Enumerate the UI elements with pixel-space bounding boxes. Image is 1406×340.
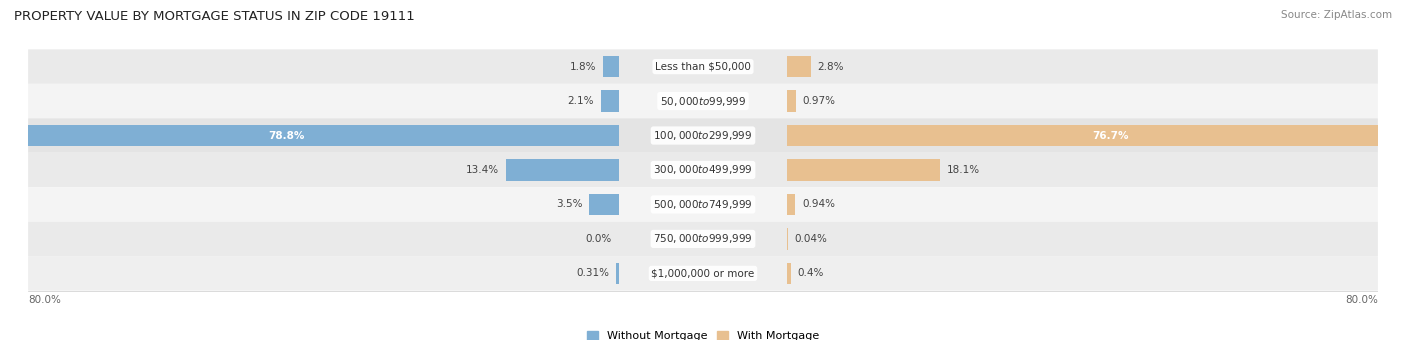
Bar: [787, 56, 811, 77]
Text: 0.97%: 0.97%: [803, 96, 835, 106]
Text: $1,000,000 or more: $1,000,000 or more: [651, 268, 755, 278]
Text: 13.4%: 13.4%: [465, 165, 499, 175]
Text: $100,000 to $299,999: $100,000 to $299,999: [654, 129, 752, 142]
Text: Less than $50,000: Less than $50,000: [655, 62, 751, 72]
Text: $300,000 to $499,999: $300,000 to $499,999: [654, 164, 752, 176]
Bar: [603, 56, 619, 77]
Text: 2.1%: 2.1%: [568, 96, 595, 106]
FancyBboxPatch shape: [28, 84, 1378, 118]
Text: 0.4%: 0.4%: [797, 268, 824, 278]
Bar: [787, 263, 790, 284]
FancyBboxPatch shape: [28, 256, 1378, 291]
Text: $50,000 to $99,999: $50,000 to $99,999: [659, 95, 747, 107]
Bar: [589, 194, 619, 215]
Text: $750,000 to $999,999: $750,000 to $999,999: [654, 233, 752, 245]
Text: 0.31%: 0.31%: [576, 268, 609, 278]
Bar: [616, 263, 619, 284]
Bar: [787, 194, 796, 215]
FancyBboxPatch shape: [28, 49, 1378, 84]
Text: $500,000 to $749,999: $500,000 to $749,999: [654, 198, 752, 211]
Text: 80.0%: 80.0%: [1346, 295, 1378, 305]
Text: 0.94%: 0.94%: [801, 200, 835, 209]
Text: 2.8%: 2.8%: [818, 62, 844, 72]
Text: Source: ZipAtlas.com: Source: ZipAtlas.com: [1281, 10, 1392, 20]
Bar: [506, 159, 619, 181]
Bar: [787, 90, 796, 112]
FancyBboxPatch shape: [28, 187, 1378, 222]
Bar: [787, 125, 1406, 146]
Text: 0.0%: 0.0%: [586, 234, 612, 244]
Legend: Without Mortgage, With Mortgage: Without Mortgage, With Mortgage: [582, 326, 824, 340]
Bar: [787, 159, 941, 181]
FancyBboxPatch shape: [28, 222, 1378, 256]
Text: 76.7%: 76.7%: [1092, 131, 1129, 140]
Text: PROPERTY VALUE BY MORTGAGE STATUS IN ZIP CODE 19111: PROPERTY VALUE BY MORTGAGE STATUS IN ZIP…: [14, 10, 415, 23]
Text: 18.1%: 18.1%: [946, 165, 980, 175]
Bar: [600, 90, 619, 112]
Bar: [0, 125, 619, 146]
FancyBboxPatch shape: [28, 118, 1378, 153]
Text: 1.8%: 1.8%: [571, 62, 596, 72]
Text: 80.0%: 80.0%: [28, 295, 60, 305]
Text: 3.5%: 3.5%: [555, 200, 582, 209]
FancyBboxPatch shape: [28, 153, 1378, 187]
Text: 0.04%: 0.04%: [794, 234, 827, 244]
Text: 78.8%: 78.8%: [269, 131, 305, 140]
